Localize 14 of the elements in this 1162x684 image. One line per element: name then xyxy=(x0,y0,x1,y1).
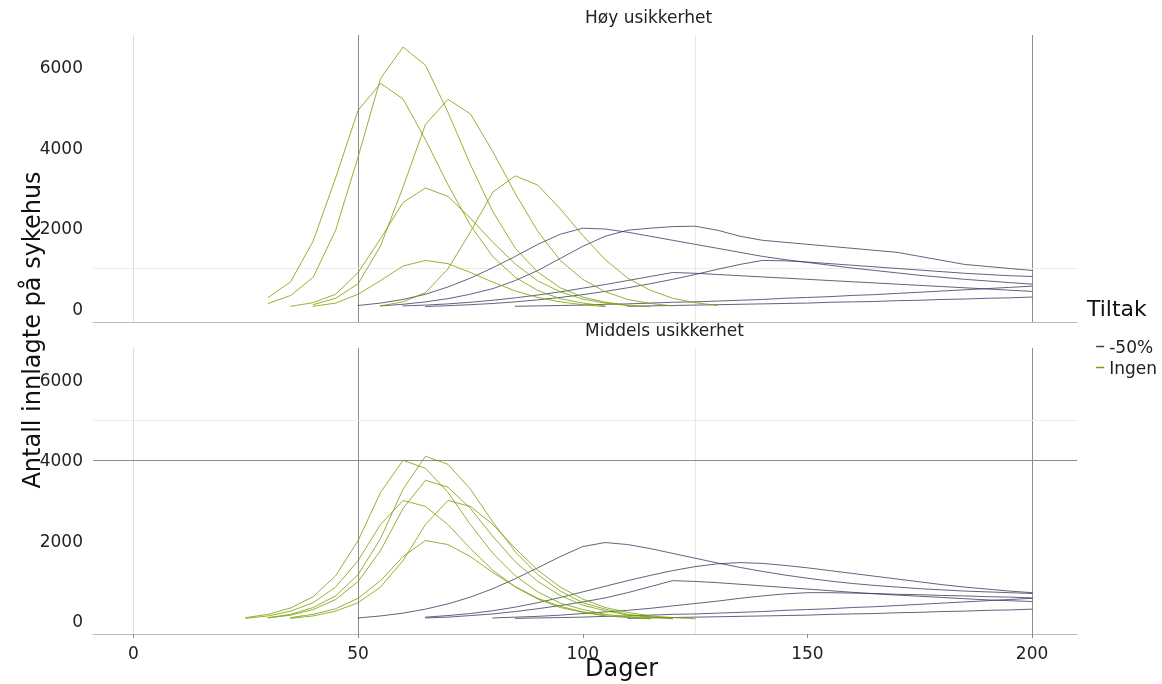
chart-title: Høy usikkerhet xyxy=(585,6,713,27)
x-tick-label: 200 xyxy=(1015,642,1049,663)
legend-label: Ingen xyxy=(1109,357,1157,378)
x-tick-label: 50 xyxy=(347,642,369,663)
y-tick-label: 4000 xyxy=(39,137,83,158)
legend-label: -50% xyxy=(1109,336,1154,357)
x-tick-label: 150 xyxy=(791,642,824,663)
y-tick-label: 6000 xyxy=(39,57,83,78)
legend-title: Tiltak xyxy=(1086,295,1148,321)
chart-title: Middels usikkerhet xyxy=(585,319,745,340)
y-tick-label: 2000 xyxy=(39,530,83,551)
x-tick-label: 0 xyxy=(128,642,139,663)
y-tick-label: 0 xyxy=(72,298,83,319)
y-tick-label: 0 xyxy=(72,610,83,631)
